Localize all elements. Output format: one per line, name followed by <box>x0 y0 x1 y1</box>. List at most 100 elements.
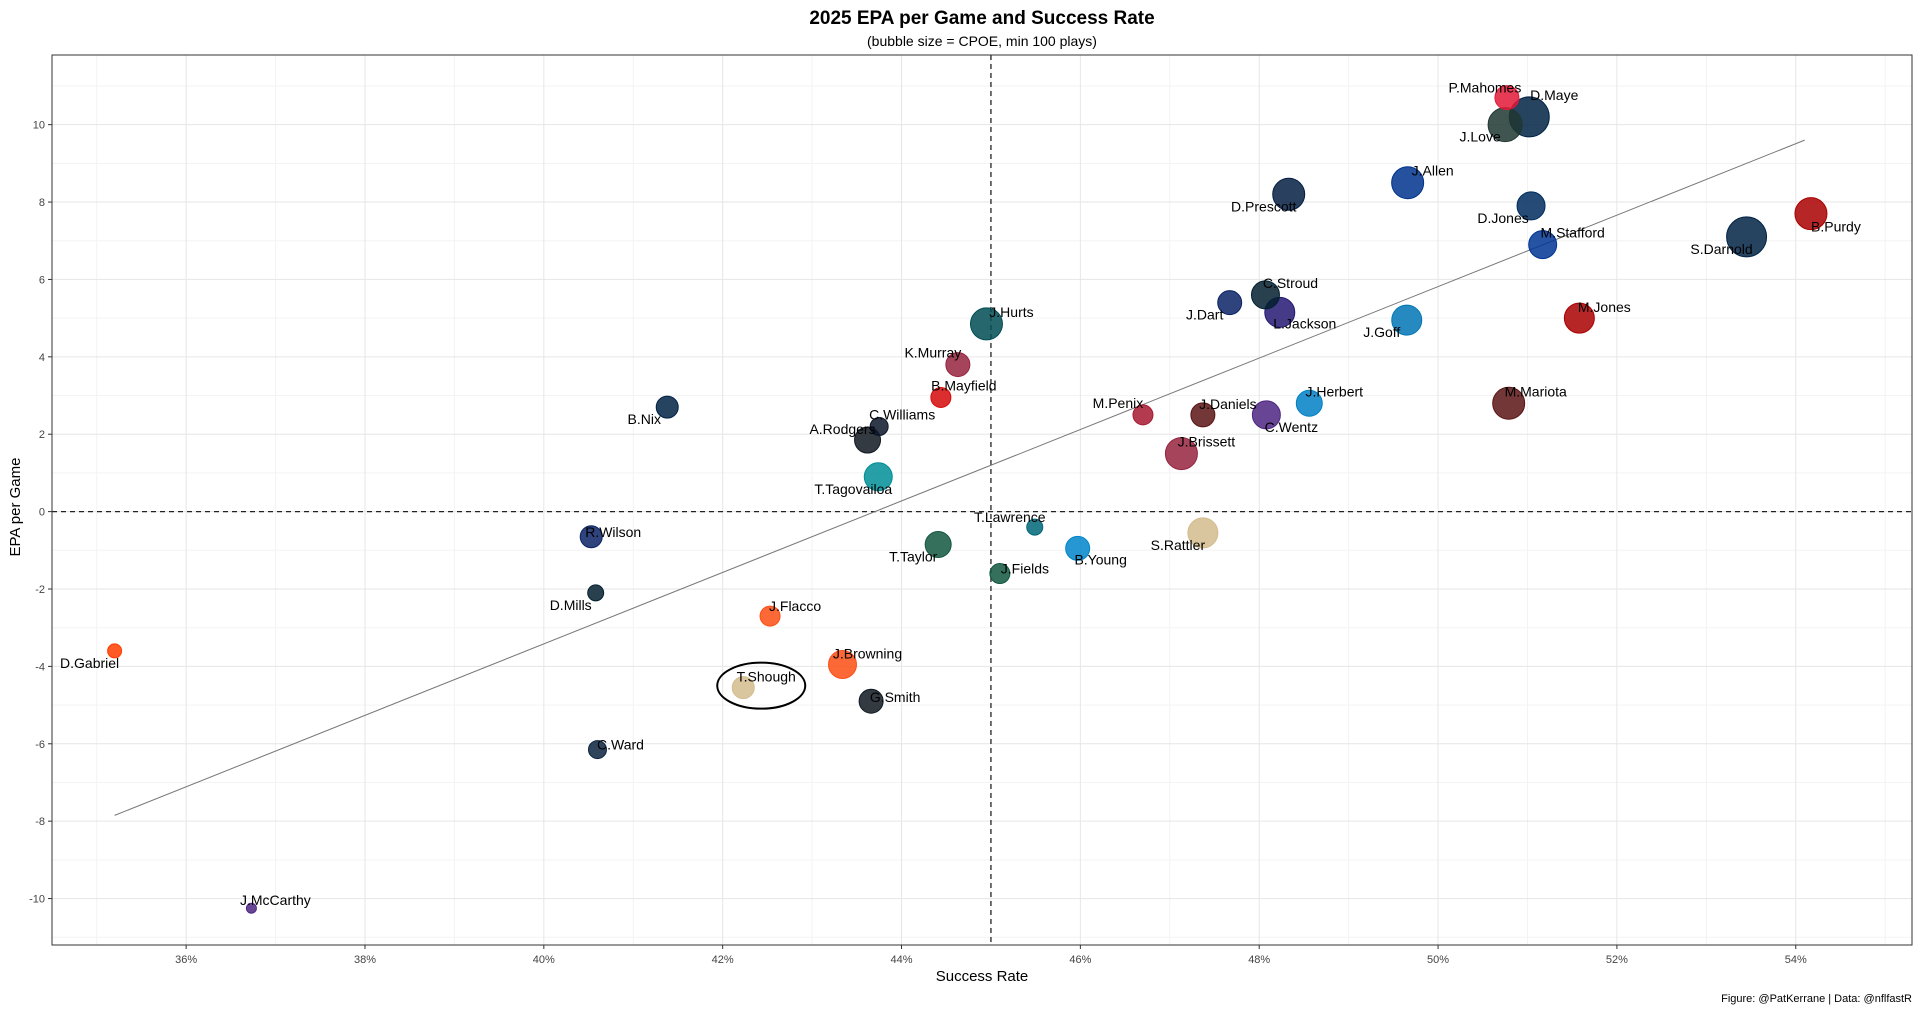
label-b-nix: B.Nix <box>628 411 661 427</box>
point-m-penix <box>1132 404 1154 426</box>
point-k-murray <box>945 352 971 378</box>
point-t-lawrence <box>1026 518 1044 536</box>
x-axis-ticks: 36% 38% 40% 42% 44% 46% 48% 50% 52% 54% <box>175 945 1807 966</box>
y-tick-label: 0 <box>39 507 45 519</box>
x-tick-label: 42% <box>712 954 734 966</box>
y-tick-label: -10 <box>29 894 45 906</box>
data-points <box>107 85 1828 914</box>
x-tick-label: 40% <box>533 954 555 966</box>
label-g-smith: G.Smith <box>870 689 921 705</box>
label-s-darnold: S.Darnold <box>1690 241 1752 257</box>
label-j-daniels: J.Daniels <box>1199 396 1257 412</box>
label-t-tagovailoa: T.Tagovailoa <box>814 481 892 497</box>
label-j-allen: J.Allen <box>1412 163 1454 179</box>
point-d-gabriel <box>107 643 123 659</box>
point-j-fields <box>989 563 1011 585</box>
point-c-stroud <box>1250 280 1280 310</box>
point-t-taylor <box>924 531 952 558</box>
point-j-dart <box>1217 290 1243 316</box>
label-d-mills: D.Mills <box>550 597 592 613</box>
highlight-ellipse-shape <box>716 661 807 710</box>
label-a-rodgers: A.Rodgers <box>809 421 875 437</box>
label-d-prescott: D.Prescott <box>1231 198 1296 214</box>
point-b-nix <box>655 395 679 419</box>
point-d-jones <box>1516 191 1546 221</box>
point-b-young <box>1065 535 1091 561</box>
regression-line <box>114 139 1805 816</box>
x-tick-label: 44% <box>891 954 913 966</box>
label-d-gabriel: D.Gabriel <box>60 655 119 671</box>
label-c-ward: C.Ward <box>597 737 644 753</box>
y-tick-label: -4 <box>35 661 45 673</box>
label-l-jackson: L.Jackson <box>1273 315 1336 331</box>
label-c-stroud: C.Stroud <box>1263 275 1318 291</box>
chart-title: 2025 EPA per Game and Success Rate <box>809 8 1154 29</box>
label-t-taylor: T.Taylor <box>889 549 938 565</box>
point-j-goff <box>1391 304 1423 336</box>
label-d-maye: D.Maye <box>1530 87 1578 103</box>
label-s-rattler: S.Rattler <box>1151 537 1206 553</box>
label-j-fields: J.Fields <box>1001 561 1049 577</box>
x-tick-label: 54% <box>1785 954 1807 966</box>
point-j-browning <box>828 649 857 679</box>
point-s-rattler <box>1187 517 1219 549</box>
y-axis-ticks: -10 -8 -6 -4 -2 0 2 4 6 8 10 <box>29 120 52 906</box>
label-b-young: B.Young <box>1074 551 1126 567</box>
point-c-williams <box>869 416 889 436</box>
point-s-darnold <box>1726 216 1768 258</box>
label-p-mahomes: P.Mahomes <box>1448 80 1521 96</box>
point-m-mariota <box>1492 386 1526 420</box>
point-r-wilson <box>579 525 603 549</box>
point-d-mills <box>587 584 605 602</box>
point-j-mccarthy <box>245 902 257 914</box>
grid <box>52 55 1912 945</box>
label-t-lawrence: T.Lawrence <box>974 509 1046 525</box>
point-b-mayfield <box>930 386 952 408</box>
y-tick-label: -6 <box>35 739 45 751</box>
point-j-herbert <box>1295 389 1323 417</box>
point-j-flacco <box>759 605 781 627</box>
y-axis-title: EPA per Game <box>7 458 24 557</box>
chart-caption: Figure: @PatKerrane | Data: @nflfastR <box>1721 993 1912 1005</box>
label-j-mccarthy: J.McCarthy <box>240 892 311 908</box>
point-j-allen <box>1391 166 1425 200</box>
y-tick-label: -2 <box>35 584 45 596</box>
point-c-ward <box>587 740 607 760</box>
label-k-murray: K.Murray <box>904 345 961 361</box>
point-j-hurts <box>969 307 1003 341</box>
point-d-prescott <box>1272 177 1306 211</box>
label-j-brissett: J.Brissett <box>1178 434 1236 450</box>
y-tick-label: 2 <box>39 429 45 441</box>
x-axis-title: Success Rate <box>936 968 1029 985</box>
reference-lines <box>52 55 1912 945</box>
label-j-dart: J.Dart <box>1186 307 1223 323</box>
label-m-mariota: M.Mariota <box>1505 383 1567 399</box>
label-r-wilson: R.Wilson <box>585 524 641 540</box>
label-m-stafford: M.Stafford <box>1541 225 1605 241</box>
y-tick-label: 6 <box>39 274 45 286</box>
trend-line <box>114 139 1805 816</box>
label-j-herbert: J.Herbert <box>1305 383 1363 399</box>
point-p-mahomes <box>1494 85 1520 111</box>
y-tick-label: 4 <box>39 352 45 364</box>
point-j-daniels <box>1190 402 1216 428</box>
x-tick-label: 52% <box>1606 954 1628 966</box>
point-j-brissett <box>1164 437 1198 471</box>
label-j-flacco: J.Flacco <box>769 598 821 614</box>
point-c-wentz <box>1251 400 1281 430</box>
y-tick-label: 8 <box>39 197 45 209</box>
label-m-penix: M.Penix <box>1093 395 1144 411</box>
highlight-ellipse <box>716 661 807 710</box>
chart-subtitle: (bubble size = CPOE, min 100 plays) <box>867 33 1097 49</box>
x-tick-label: 36% <box>175 954 197 966</box>
label-m-jones: M.Jones <box>1578 299 1631 315</box>
label-j-browning: J.Browning <box>833 645 902 661</box>
point-m-stafford <box>1528 230 1558 260</box>
x-tick-label: 46% <box>1069 954 1091 966</box>
label-b-mayfield: B.Mayfield <box>931 377 996 393</box>
y-tick-label: -8 <box>35 816 45 828</box>
label-j-love: J.Love <box>1460 129 1501 145</box>
label-b-purdy: B.Purdy <box>1811 219 1861 235</box>
label-j-goff: J.Goff <box>1363 324 1400 340</box>
